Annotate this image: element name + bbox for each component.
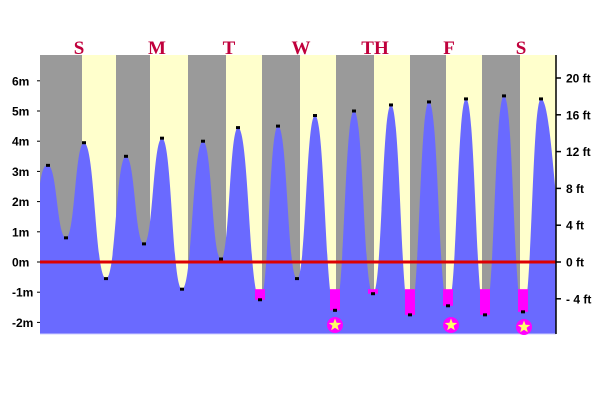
left-tick-label: 0m — [12, 256, 29, 270]
extreme-low-highlight — [518, 289, 528, 312]
tide-extreme-mark — [180, 287, 184, 291]
star-icon — [328, 318, 342, 331]
tide-extreme-mark — [502, 94, 506, 98]
day-label: S — [516, 38, 527, 59]
tide-extreme-mark — [236, 126, 240, 130]
tide-extreme-mark — [104, 277, 108, 281]
tide-extreme-mark — [389, 103, 393, 107]
right-tick-label: 20 ft — [566, 72, 591, 86]
left-tick-label: 2m — [12, 195, 29, 209]
tide-curve — [40, 95, 556, 335]
day-label: W — [292, 38, 311, 59]
day-label: TH — [361, 38, 389, 59]
tide-extreme-mark — [276, 124, 280, 128]
tide-extreme-mark — [142, 242, 146, 246]
left-tick-label: 4m — [12, 135, 29, 149]
star-icon — [517, 320, 531, 333]
tide-extreme-mark — [371, 292, 375, 296]
tide-extreme-mark — [258, 298, 262, 302]
extreme-low-highlight — [405, 289, 415, 315]
day-labels: S M T W TH F S — [74, 38, 527, 59]
tide-extreme-mark — [408, 313, 412, 317]
starred-lows — [327, 317, 532, 335]
day-label: F — [443, 38, 455, 59]
left-axis-meters: 6m 5m 4m 3m 2m 1m 0m -1m -2m — [12, 74, 40, 330]
left-tick-label: 5m — [12, 105, 29, 119]
right-tick-label: - 4 ft — [566, 292, 591, 306]
star-icon — [444, 318, 458, 331]
day-label: S — [74, 38, 85, 59]
tide-extreme-mark — [201, 139, 205, 143]
right-tick-label: 12 ft — [566, 145, 591, 159]
extreme-low-highlight — [368, 289, 378, 294]
tide-extreme-mark — [295, 277, 299, 281]
tide-extreme-mark — [82, 141, 86, 145]
right-tick-label: 8 ft — [566, 182, 584, 196]
left-tick-label: -2m — [12, 316, 33, 330]
tide-extreme-mark — [539, 97, 543, 101]
right-axis-feet: 20 ft 16 ft 12 ft 8 ft 4 ft 0 ft - 4 ft — [555, 55, 591, 334]
tide-extreme-marks — [46, 94, 543, 317]
left-tick-label: 6m — [12, 74, 29, 88]
left-tick-label: -1m — [12, 286, 33, 300]
tide-water-area — [40, 95, 556, 335]
right-tick-label: 0 ft — [566, 256, 584, 270]
right-tick-label: 4 ft — [566, 219, 584, 233]
tide-extreme-mark — [483, 313, 487, 317]
tide-extreme-mark — [46, 163, 50, 167]
tide-extreme-mark — [333, 308, 337, 312]
tide-extreme-mark — [219, 257, 223, 261]
extreme-low-highlight — [330, 289, 340, 311]
tide-extreme-mark — [64, 236, 68, 240]
tide-extreme-mark — [124, 154, 128, 158]
extreme-low-highlight — [255, 289, 265, 300]
left-tick-label: 1m — [12, 225, 29, 239]
left-tick-label: 3m — [12, 165, 29, 179]
extreme-low-highlight — [480, 289, 490, 315]
day-label: M — [148, 38, 166, 59]
tide-extreme-mark — [446, 304, 450, 308]
tide-extreme-mark — [313, 114, 317, 118]
tide-extreme-mark — [521, 310, 525, 314]
tide-extreme-mark — [464, 97, 468, 101]
tide-extreme-mark — [160, 136, 164, 140]
tide-extreme-mark — [427, 100, 431, 104]
extreme-low-highlight — [443, 289, 453, 306]
day-label: T — [223, 38, 236, 59]
tide-extreme-mark — [352, 109, 356, 113]
right-tick-label: 16 ft — [566, 108, 591, 122]
